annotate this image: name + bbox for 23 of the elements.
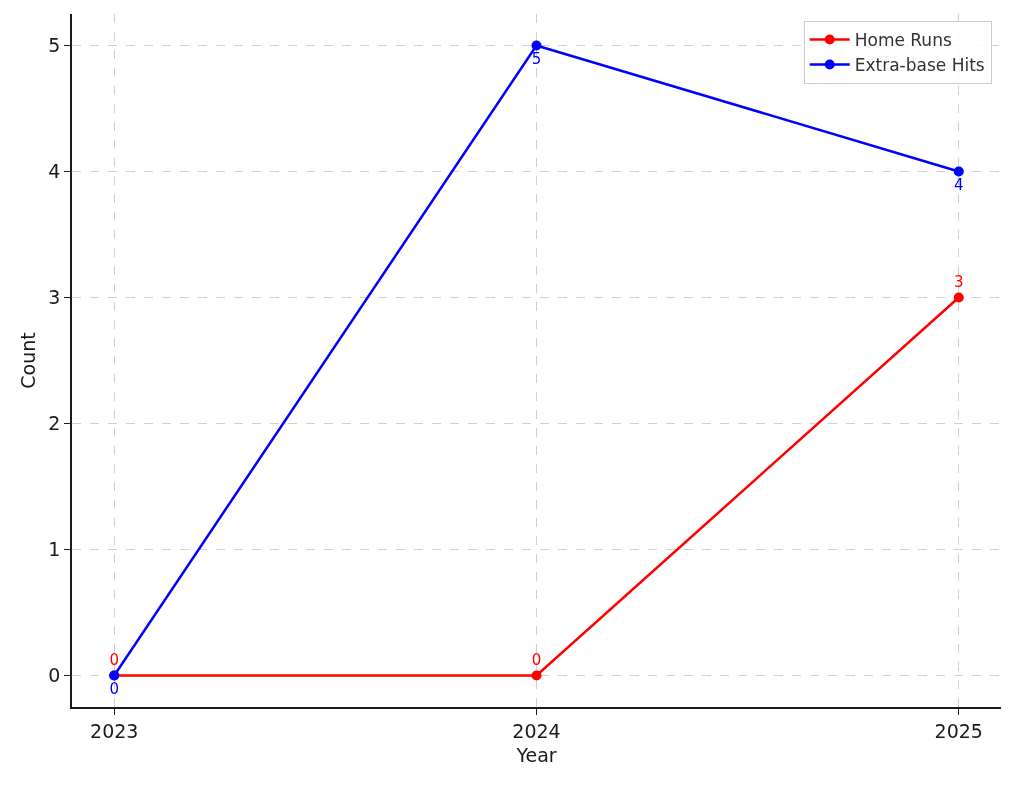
y-axis-title: Count [16, 332, 39, 389]
x-tick-label: 2024 [512, 719, 561, 742]
y-tick-label: 1 [48, 538, 61, 561]
data-label: 0 [109, 680, 119, 698]
legend-label: Extra-base Hits [854, 55, 985, 76]
point [953, 166, 964, 177]
data-label: 0 [531, 650, 542, 669]
x-tick-label: 2025 [934, 719, 983, 742]
y-tick-label: 4 [48, 160, 61, 183]
data-label: 4 [954, 176, 964, 194]
data-label: 5 [531, 50, 542, 68]
point [953, 292, 964, 303]
y-tick-label: 3 [48, 286, 61, 309]
x-axis-title: Year [515, 743, 557, 766]
x-tick-label: 2023 [90, 719, 139, 742]
legend-label: Home Runs [854, 30, 952, 51]
data-label: 3 [954, 272, 964, 291]
y-tick-label: 2 [48, 412, 61, 435]
y-tick-label: 0 [48, 664, 61, 687]
data-label: 0 [109, 650, 119, 669]
point [531, 40, 542, 51]
point [531, 670, 542, 681]
y-tick-label: 5 [48, 34, 61, 57]
